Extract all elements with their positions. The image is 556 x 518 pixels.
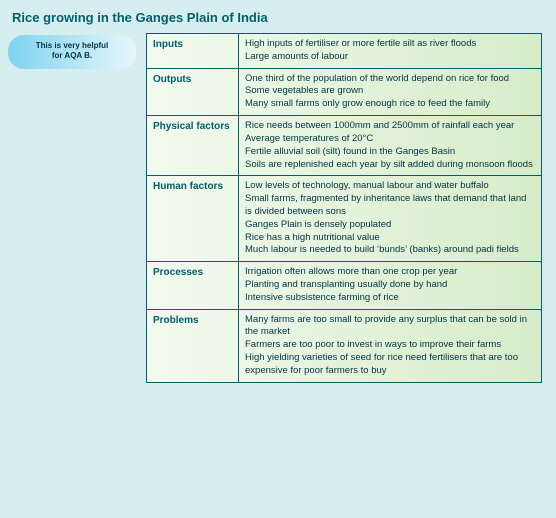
row-header: Human factors <box>147 176 239 262</box>
content-line: Small farms, fragmented by inheritance l… <box>245 193 535 219</box>
row-content: High inputs of fertiliser or more fertil… <box>239 34 542 69</box>
content-line: Many small farms only grow enough rice t… <box>245 98 535 111</box>
table-row: Processes Irrigation often allows more th… <box>147 262 542 309</box>
table-row: Human factors Low levels of technology, m… <box>147 176 542 262</box>
content-line: High inputs of fertiliser or more fertil… <box>245 38 535 51</box>
content-line: Planting and transplanting usually done … <box>245 279 535 292</box>
row-header: Processes <box>147 262 239 309</box>
row-content: Many farms are too small to provide any … <box>239 309 542 382</box>
content-line: Low levels of technology, manual labour … <box>245 180 535 193</box>
content-line: Fertile alluvial soil (silt) found in th… <box>245 146 535 159</box>
content-line: Irrigation often allows more than one cr… <box>245 266 535 279</box>
content-line: Average temperatures of 20°C <box>245 133 535 146</box>
table-row: ProblemsMany farms are too small to prov… <box>147 309 542 382</box>
callout-line2: for AQA B. <box>52 51 92 60</box>
content-line: Large amounts of labour <box>245 51 535 64</box>
row-header: Physical factors <box>147 116 239 176</box>
content-line: Rice has a high nutritional value <box>245 232 535 245</box>
content-line: Soils are replenished each year by silt … <box>245 159 535 172</box>
content-line: Many farms are too small to provide any … <box>245 314 535 340</box>
page-title: Rice growing in the Ganges Plain of Indi… <box>12 10 548 25</box>
table-row: Inputs High inputs of fertiliser or more … <box>147 34 542 69</box>
row-content: One third of the population of the world… <box>239 68 542 115</box>
content-line: High yielding varieties of seed for rice… <box>245 352 535 378</box>
content-line: Some vegetables are grown <box>245 85 535 98</box>
content-line: Much labour is needed to build ‘bunds’ (… <box>245 244 535 257</box>
callout-line1: This is very helpful <box>36 41 108 50</box>
helpful-callout: This is very helpful for AQA B. <box>8 35 136 69</box>
table-row: Outputs One third of the population of th… <box>147 68 542 115</box>
factors-table-body: Inputs High inputs of fertiliser or more … <box>147 34 542 383</box>
content-line: Farmers are too poor to invest in ways t… <box>245 339 535 352</box>
row-content: Rice needs between 1000mm and 2500mm of … <box>239 116 542 176</box>
content-line: Ganges Plain is densely populated <box>245 219 535 232</box>
content-line: One third of the population of the world… <box>245 73 535 86</box>
row-header: Outputs <box>147 68 239 115</box>
table-row: Physical factors Rice needs between 1000m… <box>147 116 542 176</box>
row-header: Inputs <box>147 34 239 69</box>
content-layout: This is very helpful for AQA B. Inputs Hi… <box>8 33 548 383</box>
factors-table: Inputs High inputs of fertiliser or more … <box>146 33 542 383</box>
row-content: Low levels of technology, manual labour … <box>239 176 542 262</box>
content-line: Intensive subsistence farming of rice <box>245 292 535 305</box>
row-header: Problems <box>147 309 239 382</box>
row-content: Irrigation often allows more than one cr… <box>239 262 542 309</box>
content-line: Rice needs between 1000mm and 2500mm of … <box>245 120 535 133</box>
